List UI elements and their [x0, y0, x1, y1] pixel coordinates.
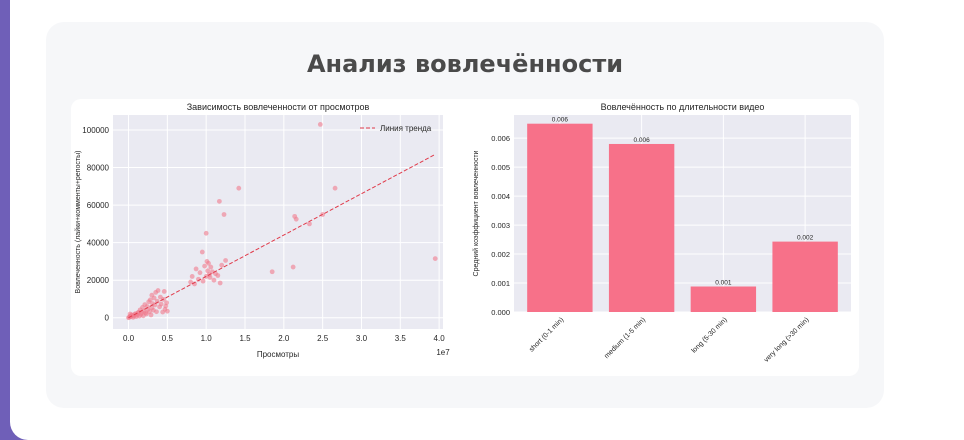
bar-y-tick-label: 0.001	[491, 279, 510, 288]
bar-category-label: long (5-30 min)	[691, 316, 729, 354]
scatter-point	[164, 300, 169, 306]
scatter-point	[293, 216, 299, 222]
bar-y-axis-label: Средний коэффициент вовлеченности	[472, 150, 480, 276]
scatter-point	[200, 278, 206, 284]
scatter-point	[269, 269, 275, 275]
scatter-y-tick-label: 40000	[87, 239, 110, 248]
scatter-y-tick-label: 60000	[87, 201, 110, 210]
scatter-point	[217, 280, 223, 286]
scatter-x-axis-label: Просмотры	[257, 350, 300, 359]
scatter-chart: 0.0 0.5 1.0 1.5 2.0 2.5 3.0 3.5 4.0 0 20000 40000 60…	[74, 102, 450, 359]
scatter-point	[221, 212, 227, 217]
scatter-point	[155, 288, 161, 293]
scatter-y-tick-label: 0	[105, 314, 110, 323]
scatter-point	[158, 301, 164, 307]
scatter-y-tick-label: 80000	[87, 164, 110, 173]
scatter-point	[196, 276, 201, 282]
scatter-title: Зависимость вовлеченности от просмотров	[187, 102, 370, 112]
scatter-point	[148, 312, 154, 318]
bar-y-tick-label: 0.004	[491, 192, 510, 201]
scatter-point	[147, 297, 153, 303]
scatter-x-tick-label: 3.0	[356, 334, 368, 343]
scatter-point	[216, 198, 222, 204]
scatter-x-tick-label: 2.5	[317, 334, 329, 343]
scatter-point	[215, 273, 221, 278]
bar	[772, 241, 838, 312]
scatter-point	[432, 256, 438, 262]
scatter-point	[197, 270, 203, 276]
scatter-point	[206, 260, 211, 266]
scatter-point	[208, 264, 214, 270]
scatter-point	[290, 264, 296, 270]
scatter-y-tick-label: 20000	[87, 276, 110, 285]
scatter-point	[154, 298, 160, 304]
scatter-point	[193, 266, 199, 272]
scatter-point	[137, 313, 142, 319]
bar-category-label: very long (>30 min)	[763, 316, 810, 363]
bar-y-tick-label: 0.003	[491, 221, 510, 230]
scatter-point	[223, 258, 228, 263]
bar-chart: 0.000 0.001 0.002 0.003 0.004 0.005 0.006 0.006…	[472, 102, 851, 364]
scatter-point	[151, 295, 157, 301]
scatter-x-tick-label: 3.5	[395, 334, 407, 343]
legend-trend-label: Линия тренда	[380, 124, 432, 133]
scatter-point	[143, 311, 149, 317]
scatter-point	[154, 309, 159, 315]
scatter-point	[236, 185, 242, 191]
bar-y-tick-label: 0.005	[491, 163, 510, 172]
scatter-y-axis-label: Вовлеченность (лайки+комменты+репосты)	[74, 151, 82, 294]
bar	[527, 123, 593, 312]
scatter-point	[199, 249, 205, 255]
scatter-point	[152, 302, 158, 308]
bar-category-label: short (0-1 min)	[528, 316, 565, 353]
scatter-point	[207, 274, 213, 280]
scatter-point	[161, 289, 167, 294]
scatter-point	[203, 230, 209, 236]
scatter-x-tick-label: 0.5	[162, 334, 174, 343]
scatter-point	[205, 268, 211, 274]
page-title: Анализ вовлечённости	[306, 50, 624, 78]
bar-value-label: 0.001	[715, 280, 732, 287]
bar	[608, 143, 675, 312]
scatter-x-tick-label: 1.0	[201, 334, 213, 343]
engagement-analysis-card: Анализ вовлечённости 0.0 0.5 1.0 1.5 2.0 2.5 3…	[46, 22, 884, 408]
bar-y-tick-label: 0.002	[491, 250, 510, 259]
scatter-x-tick-label: 4.0	[434, 334, 446, 343]
scatter-point	[211, 277, 217, 283]
bar-value-label: 0.006	[633, 137, 650, 144]
bar-category-label: medium (1-5 min)	[603, 316, 647, 360]
scatter-point	[307, 221, 312, 227]
bar	[690, 286, 757, 312]
scatter-x-tick-label: 1.5	[239, 334, 251, 343]
scatter-point	[332, 185, 338, 191]
bar-value-label: 0.002	[797, 235, 814, 242]
scatter-point	[164, 308, 170, 314]
bar-value-label: 0.006	[552, 117, 569, 124]
bar-y-tick-label: 0.006	[491, 134, 510, 143]
charts-figure: 0.0 0.5 1.0 1.5 2.0 2.5 3.0 3.5 4.0 0 20000 40000 60…	[71, 99, 859, 376]
page-background: Анализ вовлечённости 0.0 0.5 1.0 1.5 2.0 2.5 3…	[10, 0, 964, 440]
scatter-point	[188, 279, 194, 285]
scatter-x-offset-label: 1e7	[436, 348, 450, 357]
scatter-point	[317, 121, 323, 127]
scatter-y-tick-label: 100000	[82, 126, 109, 135]
scatter-point	[202, 263, 208, 269]
trend-line	[128, 153, 436, 319]
bar-title: Вовлечённость по длительности видео	[601, 102, 765, 112]
bar-y-tick-label: 0.000	[491, 308, 510, 317]
scatter-point	[219, 262, 225, 268]
scatter-x-tick-label: 0.0	[123, 334, 135, 343]
scatter-plot-area	[113, 115, 443, 329]
scatter-x-tick-label: 2.0	[278, 334, 290, 343]
scatter-point	[189, 274, 195, 279]
